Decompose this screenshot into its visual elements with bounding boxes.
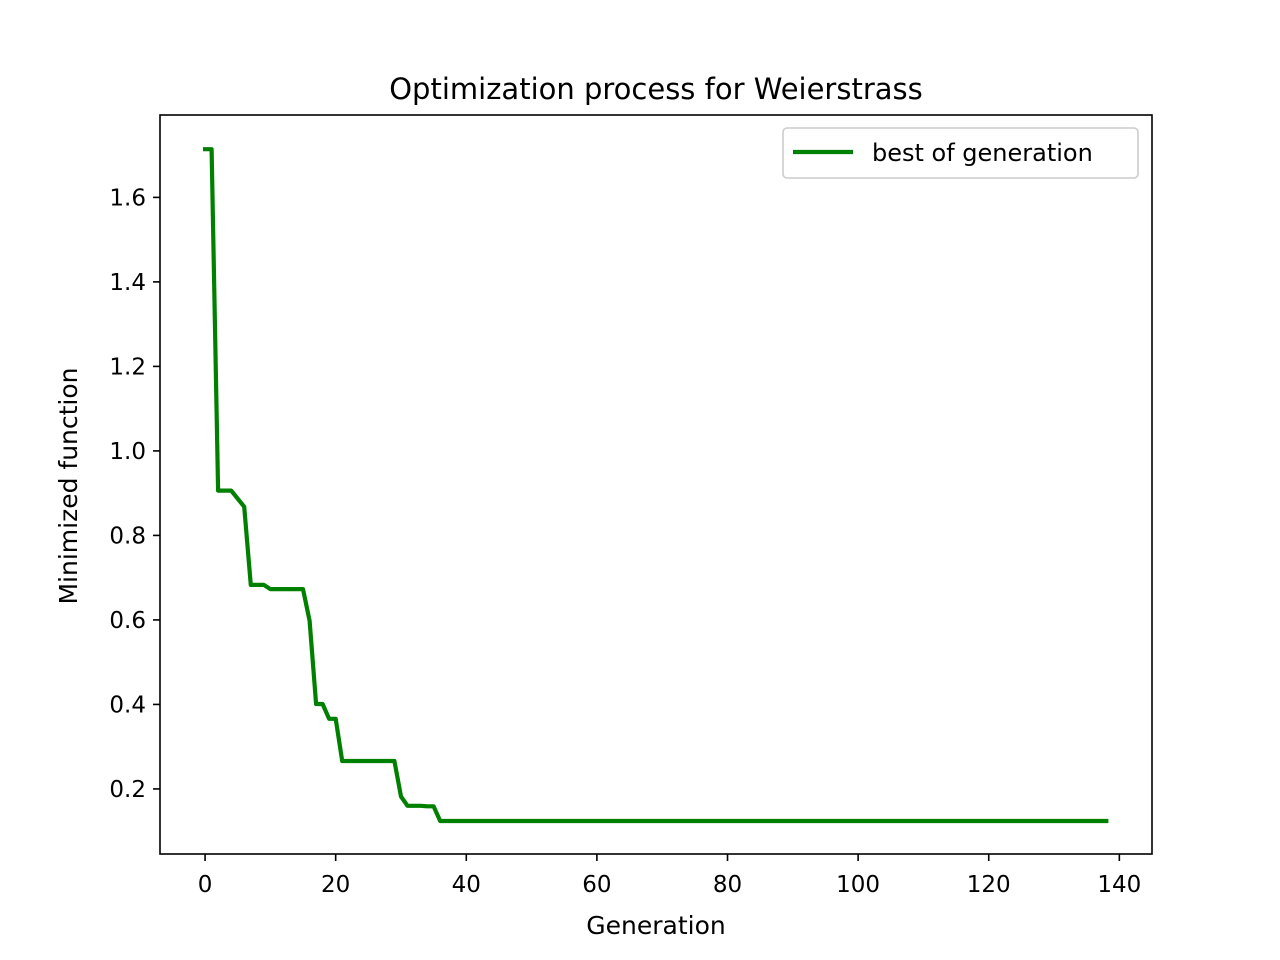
plot-area: [160, 115, 1152, 854]
y-tick-label: 1.6: [109, 185, 146, 211]
axes-frame: [159, 114, 1153, 855]
y-tick-label: 1.4: [109, 270, 146, 296]
y-tick-label: 0.2: [109, 777, 146, 803]
legend-label: best of generation: [872, 139, 1093, 167]
x-tick-label: 40: [452, 872, 481, 898]
x-tick-label: 20: [321, 872, 350, 898]
y-tick-label: 0.6: [109, 608, 146, 634]
y-tick-label: 1.0: [109, 439, 146, 465]
y-tick-label: 0.4: [109, 692, 146, 718]
legend: best of generation: [782, 127, 1139, 179]
x-tick-label: 140: [1097, 872, 1141, 898]
x-tick-label: 80: [713, 872, 742, 898]
series-layer: [203, 147, 1109, 824]
x-tick-label: 60: [582, 872, 611, 898]
y-tick-label: 0.8: [109, 523, 146, 549]
x-tick-label: 120: [967, 872, 1011, 898]
x-axis-ticks: 0 20 40 60 80 100 120 140: [198, 854, 1141, 898]
y-tick-label: 1.2: [109, 354, 146, 380]
series-line-best-of-generation: [203, 147, 1109, 824]
x-tick-label: 0: [198, 872, 213, 898]
x-axis-label: Generation: [586, 911, 725, 940]
y-axis-label: Minimized function: [54, 367, 83, 604]
chart-title: Optimization process for Weierstrass: [389, 72, 923, 106]
x-tick-label: 100: [836, 872, 880, 898]
axes-background: [160, 115, 1152, 854]
legend-box: [782, 127, 1139, 179]
y-axis-ticks: 0.2 0.4 0.6 0.8 1.0 1.2 1.4 1.6: [109, 185, 160, 803]
